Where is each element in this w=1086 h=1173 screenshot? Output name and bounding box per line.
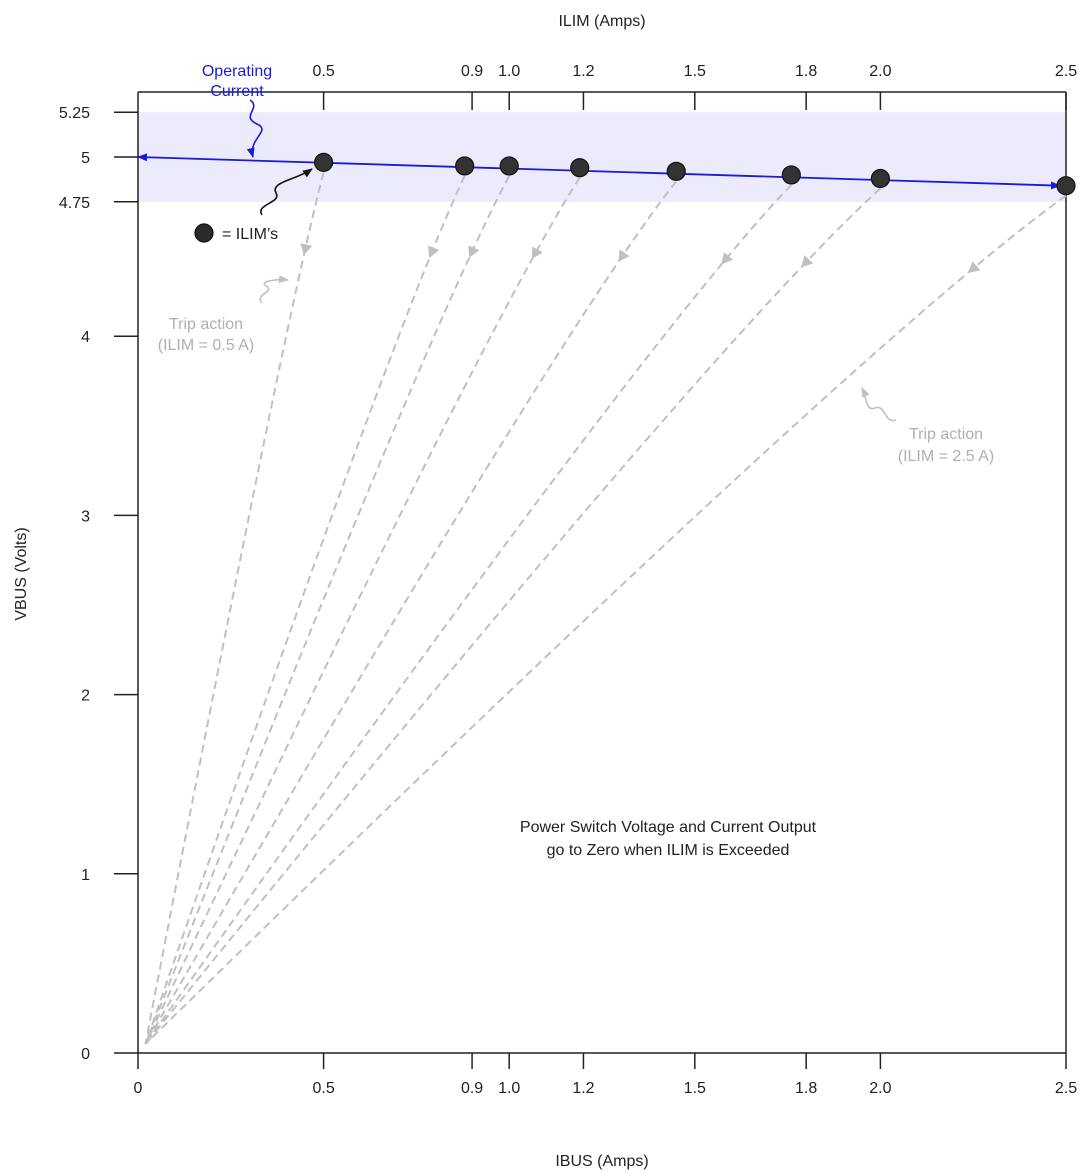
top-tick-label: 1.5: [684, 63, 706, 80]
top-tick-label: 1.8: [795, 63, 817, 80]
top-tick-label: 2.5: [1055, 63, 1077, 80]
x-tick-label: 1.2: [572, 1080, 594, 1097]
ticks-layer: 0 0.5 0.9 1.0 1.2 1.5 1.8 2.0 2.5 0.5 0.9 1.0 1.2 1.5…: [59, 63, 1077, 1097]
x-axis-title: IBUS (Amps): [555, 1153, 648, 1170]
ilim-point: [1057, 177, 1075, 195]
trip-arrowhead: [618, 249, 629, 261]
y-tick-label: 4.75: [59, 195, 90, 212]
operating-band: [138, 112, 1066, 202]
ilim-point: [315, 153, 333, 171]
y-tick-label: 5: [81, 150, 90, 167]
note-line2: go to Zero when ILIM is Exceeded: [547, 842, 790, 859]
x-tick-label: 1.0: [498, 1080, 520, 1097]
ilim-point: [571, 159, 589, 177]
top-tick-label: 1.0: [498, 63, 520, 80]
top-tick-label: 1.2: [572, 63, 594, 80]
trip-left-pointer: [260, 280, 288, 303]
top-tick-label: 0.9: [461, 63, 483, 80]
x-tick-label: 0: [134, 1080, 143, 1097]
trip-line: [145, 178, 579, 1044]
top-tick-label: 0.5: [312, 63, 334, 80]
ilim-point: [667, 162, 685, 180]
trip-line: [145, 185, 791, 1044]
x-tick-label: 0.5: [312, 1080, 334, 1097]
operating-current-label-line2: Current: [210, 83, 264, 100]
legend-label: = ILIM’s: [222, 226, 278, 243]
x-tick-label: 0.9: [461, 1080, 483, 1097]
trip-right-label-line2: (ILIM = 2.5 A): [898, 448, 994, 465]
note-line1: Power Switch Voltage and Current Output: [520, 819, 817, 836]
top-tick-label: 2.0: [869, 63, 891, 80]
trip-right-pointer: [862, 388, 896, 421]
y-tick-label: 5.25: [59, 105, 90, 122]
ilim-point: [500, 157, 518, 175]
trip-left-label-line1: Trip action: [169, 316, 243, 333]
operating-current-label-line1: Operating: [202, 63, 272, 80]
ilim-point: [456, 157, 474, 175]
ilim-point: [871, 170, 889, 188]
trip-line: [145, 172, 323, 1044]
trip-line: [145, 196, 1066, 1044]
y-tick-label: 3: [81, 508, 90, 525]
trip-lines-layer: [145, 172, 1066, 1044]
y-tick-label: 2: [81, 688, 90, 705]
top-axis-title: ILIM (Amps): [558, 13, 645, 30]
trip-line: [145, 176, 509, 1044]
trip-line: [145, 181, 676, 1044]
x-tick-label: 1.8: [795, 1080, 817, 1097]
trip-line: [145, 176, 464, 1044]
trip-line: [145, 189, 880, 1045]
trip-left-label-line2: (ILIM = 0.5 A): [158, 337, 254, 354]
y-tick-label: 1: [81, 867, 90, 884]
ilim-point: [782, 166, 800, 184]
x-tick-label: 2.5: [1055, 1080, 1077, 1097]
x-tick-label: 1.5: [684, 1080, 706, 1097]
x-tick-label: 2.0: [869, 1080, 891, 1097]
y-axis-title: VBUS (Volts): [13, 527, 30, 620]
legend-marker: [195, 224, 213, 242]
y-tick-label: 4: [81, 329, 90, 346]
y-tick-label: 0: [81, 1046, 90, 1063]
trip-arrowhead: [300, 243, 312, 255]
trip-right-label-line1: Trip action: [909, 426, 983, 443]
